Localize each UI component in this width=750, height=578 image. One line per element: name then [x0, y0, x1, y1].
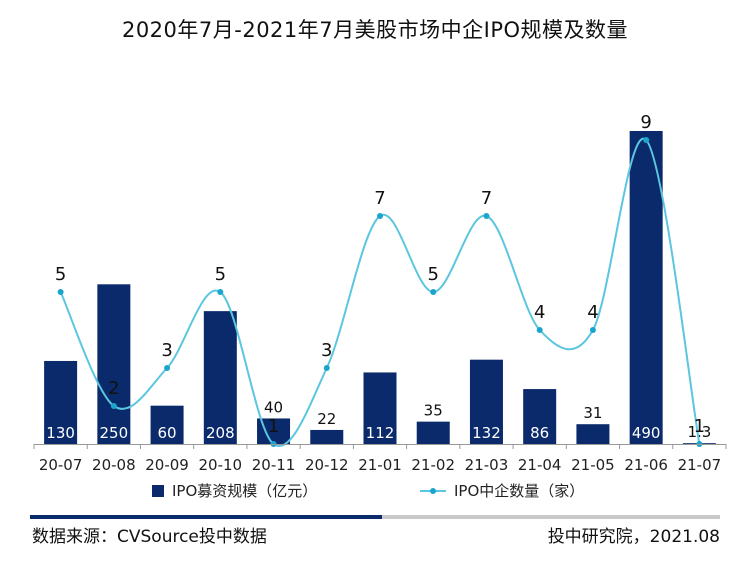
x-tick-label-21-06: 21-06 — [624, 456, 668, 474]
bar-21-04 — [523, 389, 557, 444]
bar-21-05 — [576, 424, 610, 444]
bar-label-20-11: 40 — [264, 398, 283, 416]
count-label-20-08: 2 — [108, 378, 119, 399]
bar-21-06 — [629, 131, 663, 444]
legend: IPO募资规模（亿元） IPO中企数量（家） — [0, 480, 750, 502]
count-label-20-09: 3 — [161, 340, 172, 361]
legend-line-swatch — [420, 485, 446, 497]
legend-bar-label: IPO募资规模（亿元） — [172, 482, 318, 500]
count-point-20-09 — [164, 365, 171, 371]
bar-20-10 — [203, 311, 237, 444]
footer-divider — [30, 515, 720, 519]
count-point-21-06 — [643, 137, 650, 143]
bar-20-12 — [310, 429, 344, 444]
bar-label-20-12: 22 — [317, 410, 336, 428]
count-point-21-04 — [536, 327, 543, 333]
count-label-21-06: 9 — [640, 112, 651, 133]
legend-bar-swatch — [152, 484, 164, 497]
count-point-21-02 — [430, 289, 437, 295]
x-tick-label-21-01: 21-01 — [358, 456, 402, 474]
count-point-20-08 — [110, 403, 117, 409]
x-axis: 20-07 20-08 20-09 20-10 20-11 20-12 21-01 21-02… — [33, 444, 727, 474]
x-tick-label-21-02: 21-02 — [411, 456, 455, 474]
data-source: 数据来源：CVSource投中数据 — [32, 527, 267, 547]
count-label-20-11: 1 — [268, 416, 279, 437]
x-tick-label-20-12: 20-12 — [305, 456, 349, 474]
bar-label-21-03: 132 — [472, 424, 501, 442]
x-tick-label-21-04: 21-04 — [518, 456, 562, 474]
bar-label-21-05: 31 — [583, 404, 602, 422]
x-tick-label-20-09: 20-09 — [145, 456, 189, 474]
x-tick-label-20-10: 20-10 — [199, 456, 243, 474]
bar-label-21-07: 1.3 — [687, 423, 711, 441]
bar-20-08 — [97, 284, 131, 444]
bar-label-21-02: 35 — [424, 402, 443, 420]
bar-label-21-06: 490 — [632, 424, 661, 442]
count-label-21-02: 5 — [428, 264, 439, 285]
bar-label-20-08: 250 — [100, 424, 129, 442]
count-line — [59, 137, 701, 447]
x-tick-label-20-07: 20-07 — [39, 456, 83, 474]
bar-21-02 — [416, 421, 450, 444]
count-label-20-12: 3 — [321, 340, 332, 361]
count-point-21-05 — [589, 327, 596, 333]
count-label-21-07: 1 — [694, 416, 705, 437]
x-tick-label-21-05: 21-05 — [571, 456, 615, 474]
legend-item-bar: IPO募资规模（亿元） — [152, 480, 317, 501]
bar-21-03 — [469, 359, 503, 444]
count-label-20-07: 5 — [55, 264, 66, 285]
footer-divider-accent — [30, 515, 382, 519]
bar-label-20-09: 60 — [158, 424, 177, 442]
count-point-20-10 — [217, 289, 224, 295]
count-label-21-05: 4 — [587, 302, 598, 323]
count-point-20-12 — [323, 365, 330, 371]
bar-20-09 — [150, 405, 184, 444]
count-label-21-04: 4 — [534, 302, 545, 323]
count-point-20-07 — [57, 289, 64, 295]
bar-label-20-07: 130 — [46, 424, 75, 442]
count-point-21-03 — [483, 213, 490, 219]
count-label-21-01: 7 — [374, 188, 385, 209]
publisher: 投中研究院，2021.08 — [547, 527, 720, 547]
legend-line-label: IPO中企数量（家） — [454, 482, 585, 500]
legend-item-line: IPO中企数量（家） — [420, 480, 584, 501]
bar-label-21-01: 112 — [366, 424, 395, 442]
x-tick-label-20-08: 20-08 — [92, 456, 136, 474]
bar-label-21-04: 86 — [530, 424, 549, 442]
chart-title: 2020年7月-2021年7月美股市场中企IPO规模及数量 — [121, 18, 629, 42]
x-tick-label-21-07: 21-07 — [678, 456, 722, 474]
bar-21-01 — [363, 372, 397, 444]
count-label-21-03: 7 — [481, 188, 492, 209]
count-label-20-10: 5 — [215, 264, 226, 285]
x-tick-label-20-11: 20-11 — [252, 456, 296, 474]
bar-20-07 — [44, 360, 78, 444]
x-tick-label-21-03: 21-03 — [465, 456, 509, 474]
bar-label-20-10: 208 — [206, 424, 235, 442]
count-point-21-01 — [377, 213, 383, 219]
